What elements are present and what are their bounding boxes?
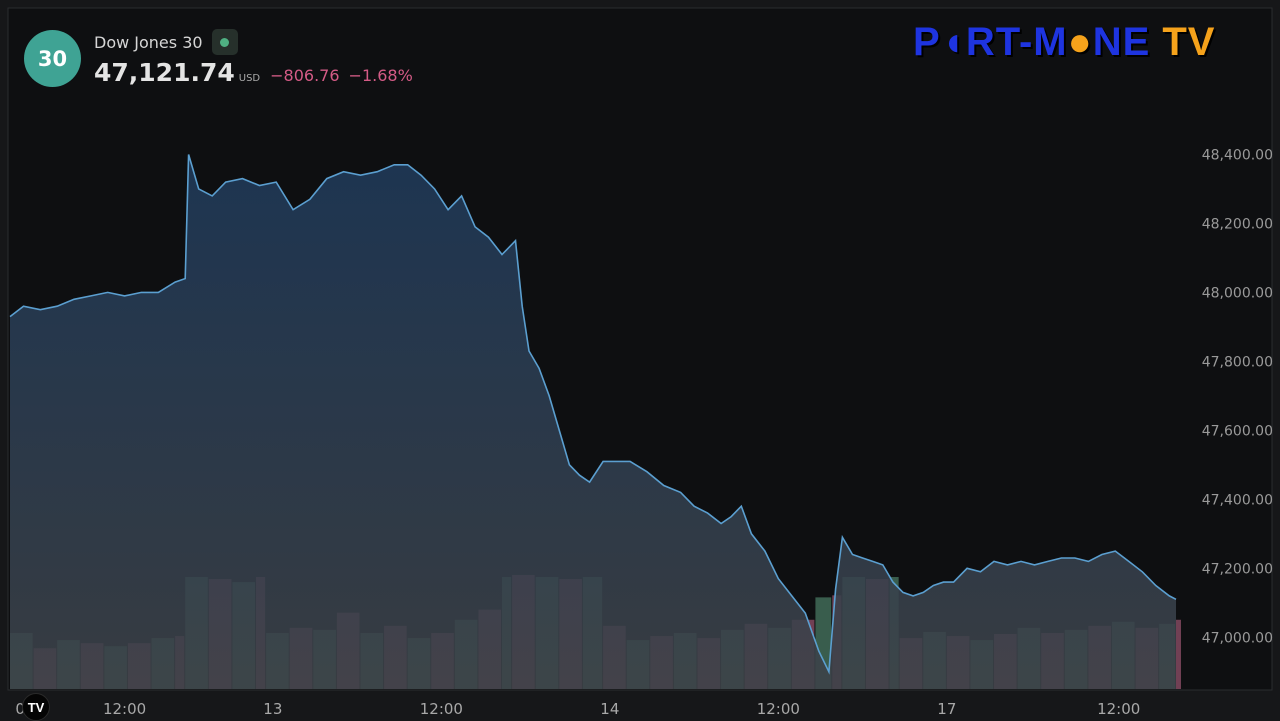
logo-sun-icon: ●	[1067, 20, 1093, 64]
x-tick-label: 12:00	[420, 700, 463, 718]
y-tick-label: 47,000.00	[1202, 630, 1273, 646]
y-tick-label: 48,200.00	[1202, 216, 1273, 232]
x-axis: 0 12:00 13 12:00 14 12:00 17 12:00	[15, 700, 1140, 718]
y-tick-label: 48,400.00	[1202, 147, 1273, 163]
price-row: 47,121.74 USD −806.76 −1.68%	[94, 58, 413, 87]
logo-letter-p: P	[913, 20, 941, 64]
x-tick-label: 12:00	[757, 700, 800, 718]
symbol-info: Dow Jones 30 47,121.74 USD −806.76 −1.68…	[94, 29, 413, 87]
logo-text-tv: TV	[1162, 20, 1216, 64]
port-mone-tv-logo: P◖RT-M●NE TV	[913, 20, 1216, 65]
currency-label: USD	[238, 73, 261, 84]
last-price: 47,121.74	[94, 58, 235, 87]
volume-bar	[1176, 619, 1181, 689]
x-tick-label: 0	[15, 700, 25, 718]
price-area	[10, 154, 1176, 689]
y-axis: 48,400.00 48,200.00 48,000.00 47,800.00 47,6…	[1202, 147, 1273, 646]
logo-text-ne: NE	[1092, 20, 1151, 64]
y-tick-label: 48,000.00	[1202, 285, 1273, 301]
y-tick-label: 47,400.00	[1202, 492, 1273, 508]
market-open-dot-icon	[220, 37, 230, 47]
x-tick-label: 12:00	[1097, 700, 1140, 718]
x-tick-label: 14	[600, 700, 619, 718]
symbol-name-row: Dow Jones 30	[94, 29, 413, 55]
x-tick-label: 17	[937, 700, 956, 718]
price-change-percent: −1.68%	[348, 66, 413, 85]
symbol-header: 30 Dow Jones 30 47,121.74 USD −806.76 −1…	[24, 29, 413, 87]
tradingview-logo-icon[interactable]: TV	[22, 693, 50, 721]
symbol-name[interactable]: Dow Jones 30	[94, 32, 203, 52]
logo-moon-icon: ◖	[940, 20, 966, 64]
price-line	[9, 154, 1177, 675]
x-tick-label: 13	[263, 700, 282, 718]
y-tick-label: 47,800.00	[1202, 354, 1273, 370]
y-tick-label: 47,600.00	[1202, 423, 1273, 439]
logo-text-rt-m: RT-M	[965, 20, 1068, 64]
price-change: −806.76	[270, 66, 340, 85]
x-tick-label: 12:00	[103, 700, 146, 718]
y-tick-label: 47,200.00	[1202, 561, 1273, 577]
symbol-badge[interactable]: 30	[24, 30, 81, 87]
market-status-indicator[interactable]	[211, 29, 238, 55]
